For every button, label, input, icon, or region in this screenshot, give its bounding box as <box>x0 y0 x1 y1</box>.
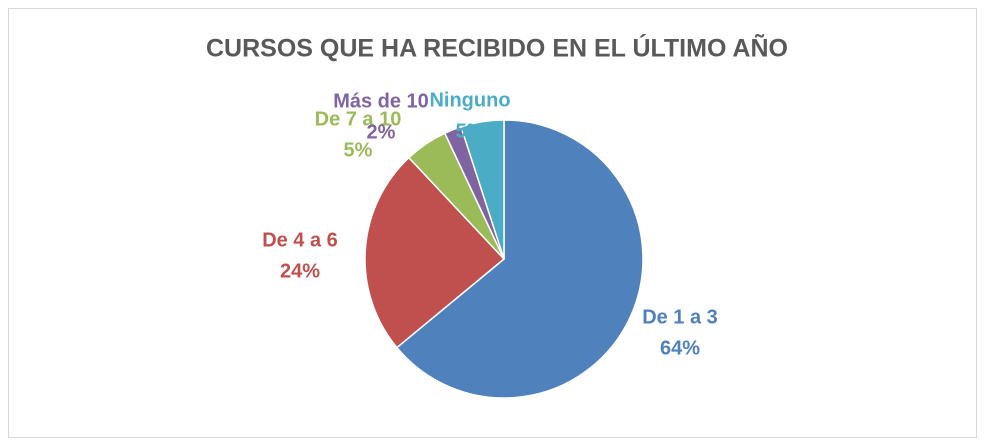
slice-value-label: 24% <box>280 260 320 282</box>
slice-value-label: 64% <box>660 337 700 359</box>
slice-value-label: 5% <box>344 139 373 161</box>
pie-slice <box>395 119 644 399</box>
chart-title: CURSOS QUE HA RECIBIDO EN EL ÚLTIMO AÑO <box>206 33 788 63</box>
slice-label: Más de 10 <box>333 90 429 112</box>
pie-slice <box>364 156 506 349</box>
pie-slice <box>460 119 505 260</box>
slice-value-label: 5% <box>456 120 485 142</box>
slice-label: Ninguno <box>429 89 510 111</box>
slice-label: De 7 a 10 <box>315 108 402 130</box>
slice-label: De 1 a 3 <box>642 306 718 328</box>
slice-value-label: 2% <box>367 121 396 143</box>
slice-label: De 4 a 6 <box>262 229 338 251</box>
